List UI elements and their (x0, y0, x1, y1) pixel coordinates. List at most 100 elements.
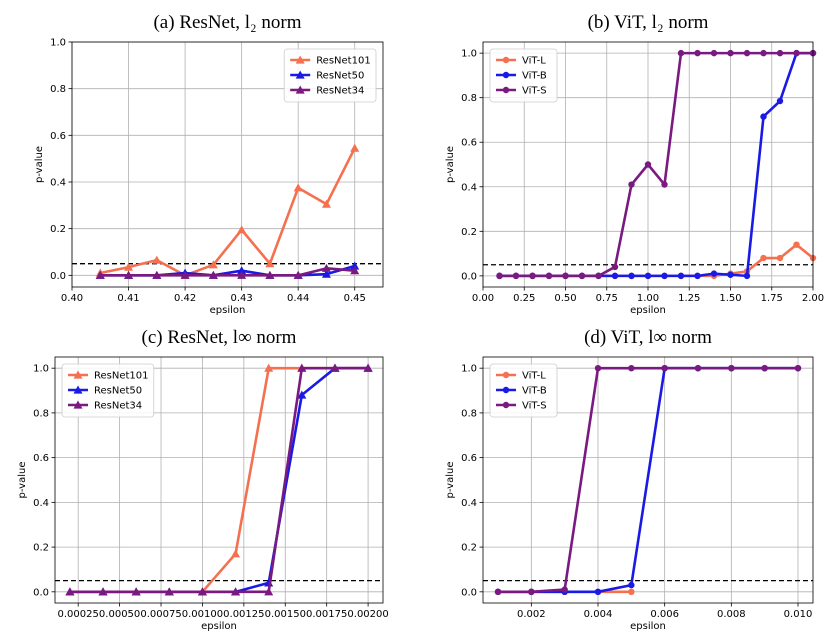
marker (611, 272, 619, 280)
marker (776, 97, 784, 105)
marker (728, 364, 735, 372)
axes-frame (482, 41, 814, 288)
marker (760, 49, 767, 57)
marker (594, 364, 602, 372)
legend-label: ViT-S (522, 86, 547, 97)
marker (208, 270, 218, 279)
x-tick-label: 0.45 (344, 293, 366, 304)
x-axis-label: epsilon (630, 621, 666, 632)
marker (152, 270, 162, 279)
axes-frame (71, 41, 384, 288)
marker (512, 272, 520, 280)
x-tick-label: 0.00125 (223, 609, 264, 620)
x-tick-label: 0.42 (174, 293, 196, 304)
marker (350, 143, 360, 152)
marker (644, 161, 652, 168)
marker (528, 588, 535, 596)
marker (297, 363, 307, 372)
marker (131, 587, 141, 596)
y-tick-label: 0.6 (33, 453, 49, 464)
subplot-title: (c) ResNet, l∞ norm (142, 327, 297, 348)
x-tick-label: 0.00 (472, 293, 494, 304)
marker (321, 199, 331, 208)
marker (644, 272, 652, 280)
y-tick-label: 1.0 (461, 49, 477, 60)
marker (502, 86, 510, 94)
legend-label: ViT-L (522, 56, 546, 67)
legend-label: ResNet101 (94, 371, 149, 382)
x-tick-label: 0.004 (584, 609, 613, 620)
y-tick-label: 0.8 (461, 93, 477, 104)
marker (73, 370, 83, 379)
y-tick-label: 1.0 (50, 38, 66, 49)
y-tick-label: 0.6 (461, 453, 477, 464)
y-tick-label: 0.2 (50, 224, 66, 235)
marker (180, 270, 190, 279)
marker (743, 272, 751, 280)
y-tick-label: 0.6 (461, 138, 477, 149)
x-axis-label: epsilon (630, 305, 666, 316)
marker (677, 272, 685, 280)
axes-frame (482, 356, 814, 604)
marker (295, 85, 305, 94)
legend: ViT-L ViT-B ViT-S (489, 363, 558, 418)
marker (297, 390, 307, 399)
y-tick-label: 0.4 (33, 498, 49, 509)
marker (595, 272, 602, 280)
x-tick-label: 0.44 (287, 293, 309, 304)
subplot-title: (a) ResNet, l₂ norm (153, 12, 301, 33)
x-tick-label: 0.00200 (347, 609, 388, 620)
marker (65, 587, 75, 596)
marker (776, 49, 784, 57)
y-tick-label: 1.0 (33, 364, 49, 375)
subplot: (a) ResNet, l₂ norm 0.40 0.41 0.42 0.43 0.44 0… (34, 12, 384, 316)
marker (743, 49, 751, 57)
subplot: (b) ViT, l₂ norm 0.00 0.25 0.50 0.75 1.00 1.25… (445, 12, 824, 316)
marker (231, 587, 241, 596)
marker (793, 49, 800, 57)
marker (124, 270, 134, 279)
series-line (100, 267, 355, 277)
marker (295, 70, 305, 79)
marker (502, 386, 510, 394)
marker (502, 371, 510, 379)
marker (73, 385, 83, 394)
marker (545, 272, 553, 280)
marker (95, 270, 105, 279)
marker (502, 71, 510, 79)
legend-label: ResNet50 (94, 386, 142, 397)
marker (502, 401, 510, 409)
x-tick-label: 0.00175 (306, 609, 347, 620)
x-tick-label: 1.00 (637, 293, 659, 304)
y-axis-label: p-value (17, 461, 28, 498)
marker (710, 49, 718, 57)
x-tick-label: 0.008 (717, 609, 746, 620)
x-tick-label: 0.41 (117, 293, 139, 304)
marker (264, 363, 274, 372)
marker (760, 113, 767, 120)
legend-label: ViT-B (522, 71, 547, 82)
x-tick-label: 0.002 (517, 609, 546, 620)
marker (562, 272, 569, 280)
marker (237, 225, 247, 234)
marker (502, 56, 510, 64)
marker (677, 49, 685, 57)
x-tick-label: 0.00075 (140, 609, 181, 620)
marker (197, 587, 207, 596)
marker (264, 587, 274, 596)
y-tick-label: 0.0 (33, 587, 49, 598)
x-tick-label: 0.00050 (99, 609, 140, 620)
marker (561, 586, 568, 593)
x-tick-label: 0.010 (784, 609, 813, 620)
y-tick-label: 0.2 (461, 227, 477, 238)
marker (793, 241, 800, 248)
marker (496, 272, 503, 280)
legend-label: ViT-L (522, 371, 546, 382)
y-tick-label: 0.4 (50, 178, 66, 189)
marker (761, 364, 768, 372)
marker (295, 55, 305, 64)
y-tick-label: 0.8 (33, 408, 49, 419)
legend-label: ResNet34 (94, 401, 142, 412)
y-tick-label: 0.2 (33, 543, 49, 554)
